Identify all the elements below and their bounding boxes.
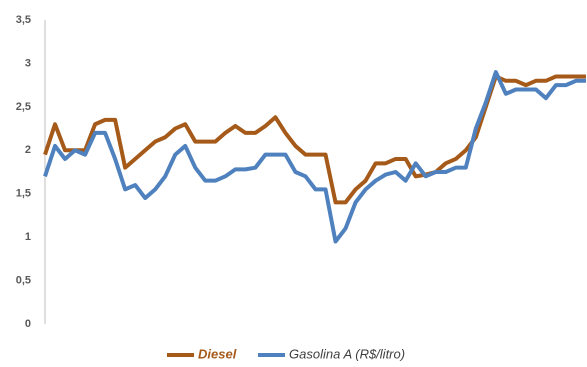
y-tick-label: 0,5 bbox=[16, 274, 31, 286]
legend-label: Gasolina A (R$/litro) bbox=[289, 346, 405, 361]
y-tick-label: 1 bbox=[25, 231, 31, 243]
y-tick-label: 3 bbox=[25, 57, 31, 69]
series-line bbox=[43, 70, 586, 244]
y-tick-label: 3,5 bbox=[16, 14, 31, 26]
y-tick-label: 2 bbox=[25, 144, 31, 156]
legend-label: Diesel bbox=[198, 346, 237, 361]
y-tick-label: 2,5 bbox=[16, 101, 31, 113]
y-tick-label: 0 bbox=[25, 318, 31, 330]
y-tick-label: 1,5 bbox=[16, 188, 31, 200]
